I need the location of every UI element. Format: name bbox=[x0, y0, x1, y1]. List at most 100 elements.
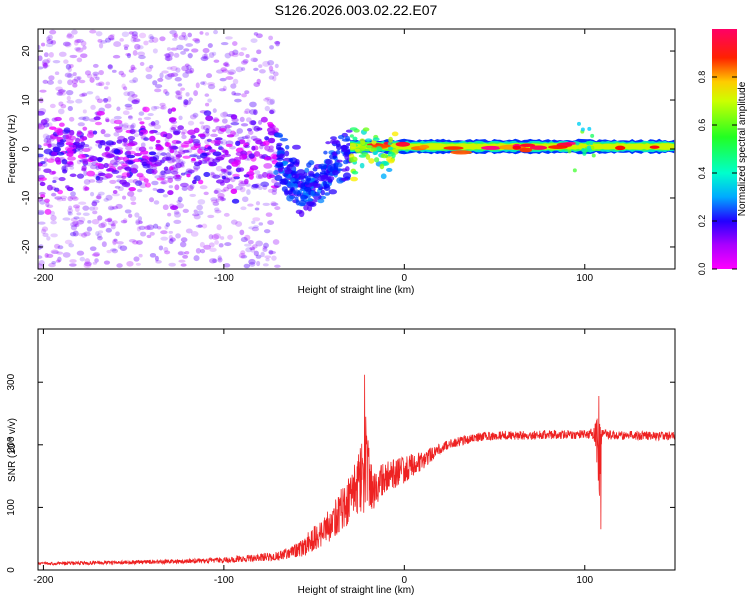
heatmap-cell bbox=[189, 193, 197, 197]
heatmap-cell bbox=[121, 181, 131, 188]
heatmap-cell bbox=[76, 212, 82, 216]
heatmap-cell bbox=[243, 174, 250, 178]
heatmap-cell bbox=[258, 64, 263, 69]
heatmap-cell bbox=[230, 114, 238, 120]
heatmap-cell bbox=[128, 79, 137, 84]
heatmap-cell bbox=[89, 246, 97, 251]
heatmap-cell bbox=[330, 163, 337, 167]
heatmap-cell bbox=[174, 77, 182, 82]
heatmap-cell bbox=[94, 121, 103, 126]
heatmap-cell bbox=[584, 148, 589, 153]
heatmap-cell bbox=[191, 48, 199, 53]
heatmap-cell bbox=[274, 206, 281, 211]
heatmap-cell bbox=[171, 37, 178, 41]
heatmap-cell bbox=[177, 125, 184, 131]
heatmap-cell bbox=[137, 45, 144, 50]
heatmap-cell bbox=[55, 259, 61, 263]
heatmap-cell bbox=[111, 248, 119, 254]
heatmap-cell bbox=[93, 206, 99, 211]
heatmap-cell bbox=[106, 153, 115, 159]
heatmap-cell bbox=[328, 189, 338, 195]
heatmap-cell bbox=[395, 141, 411, 147]
heatmap-cell bbox=[52, 176, 59, 181]
heatmap-cell bbox=[68, 205, 73, 211]
heatmap-cell bbox=[269, 98, 276, 105]
heatmap-cell bbox=[152, 187, 158, 191]
heatmap-cell bbox=[38, 66, 44, 70]
heatmap-cell bbox=[187, 169, 195, 174]
heatmap-cell bbox=[250, 247, 256, 253]
heatmap-cell bbox=[193, 141, 201, 146]
heatmap-cell bbox=[91, 218, 100, 225]
heatmap-cell bbox=[185, 43, 194, 47]
heatmap-cell bbox=[82, 205, 90, 211]
heatmap-cell bbox=[138, 220, 143, 224]
heatmap-cell bbox=[46, 204, 54, 208]
heatmap-cell bbox=[182, 208, 189, 214]
heatmap-cell bbox=[171, 156, 176, 163]
heatmap-cell bbox=[54, 157, 61, 163]
heatmap-cell bbox=[118, 70, 125, 76]
heatmap-cell bbox=[58, 91, 67, 96]
heatmap-cell bbox=[120, 219, 128, 224]
colorbar-tick-label: 0.4 bbox=[697, 167, 707, 180]
heatmap-cell bbox=[177, 83, 183, 87]
heatmap-cell bbox=[323, 150, 328, 155]
heatmap-cell bbox=[74, 223, 80, 228]
heatmap-cell bbox=[57, 88, 65, 95]
heatmap-cell bbox=[251, 226, 259, 232]
heatmap-cell bbox=[283, 189, 289, 196]
heatmap-cell bbox=[122, 122, 129, 128]
heatmap-cell bbox=[126, 124, 133, 129]
heatmap-cell bbox=[82, 109, 87, 114]
heatmap-cell bbox=[325, 141, 331, 145]
heatmap-cell bbox=[155, 259, 162, 264]
heatmap-cell bbox=[132, 50, 138, 56]
heatmap-cell bbox=[167, 108, 173, 115]
heatmap-cell bbox=[247, 203, 254, 207]
heatmap-cell bbox=[71, 196, 79, 201]
heatmap-cell bbox=[68, 243, 75, 248]
heatmap-cell bbox=[214, 207, 220, 212]
heatmap-cell bbox=[168, 230, 174, 234]
heatmap-cell bbox=[193, 255, 200, 262]
snr-y-axis: 0 100 200 300 bbox=[6, 373, 675, 573]
heatmap-cell bbox=[260, 251, 265, 258]
heatmap-cell bbox=[46, 80, 54, 85]
heatmap-cell bbox=[70, 191, 76, 197]
heatmap-cell bbox=[267, 188, 274, 193]
heatmap-cell bbox=[193, 175, 201, 182]
heatmap-cell bbox=[232, 49, 239, 56]
heatmap-cell bbox=[116, 241, 124, 245]
heatmap-cell bbox=[294, 196, 299, 200]
heatmap-cell bbox=[65, 142, 74, 146]
heatmap-cell bbox=[71, 78, 79, 84]
heatmap-cell bbox=[104, 218, 113, 222]
heatmap-cell bbox=[265, 257, 270, 262]
heatmap-cell bbox=[175, 90, 181, 96]
heatmap-cell bbox=[240, 255, 248, 259]
heatmap-cell bbox=[182, 155, 191, 159]
heatmap-cell bbox=[244, 243, 252, 247]
heatmap-cell bbox=[149, 252, 157, 258]
heatmap-cell bbox=[176, 202, 185, 209]
heatmap-cell bbox=[173, 211, 182, 218]
heatmap-cell bbox=[165, 156, 172, 161]
heatmap-cell bbox=[235, 140, 241, 147]
heatmap-cell bbox=[70, 217, 78, 222]
heatmap-cell bbox=[450, 150, 473, 155]
heatmap-cell bbox=[92, 210, 98, 215]
heatmap-cell bbox=[259, 69, 266, 74]
heatmap-cell bbox=[173, 210, 180, 215]
heatmap-cell bbox=[270, 201, 277, 207]
heatmap-cell bbox=[204, 102, 210, 107]
heatmap-cell bbox=[49, 41, 54, 45]
heatmap-cell bbox=[238, 180, 244, 184]
heatmap-cell bbox=[86, 73, 93, 79]
heatmap-cell bbox=[214, 209, 222, 214]
heatmap-cell bbox=[200, 56, 209, 62]
heatmap-x-label: Height of straight line (km) bbox=[298, 285, 415, 296]
heatmap-cell bbox=[273, 169, 279, 175]
heatmap-cell bbox=[38, 211, 45, 215]
heatmap-cell bbox=[240, 237, 248, 243]
